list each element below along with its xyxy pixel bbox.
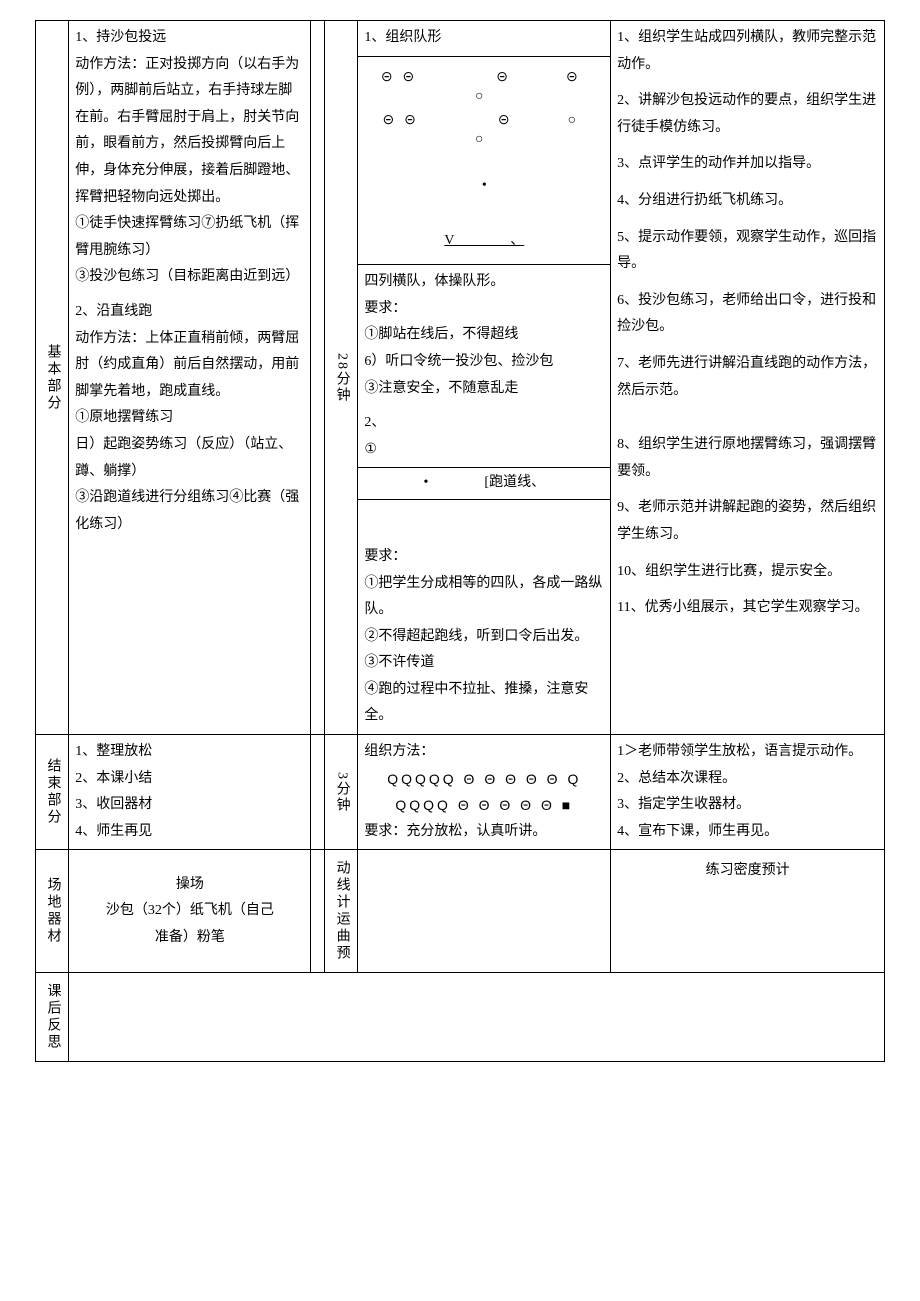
basic-section-label: 基本部分 [36,21,69,735]
right-r9: 9、老师示范并讲解起跑的姿势，然后组织学生练习。 [617,495,878,548]
end-sym1: QQQQQ Θ Θ Θ Θ Θ Q [364,766,604,793]
right-r2: 2、讲解沙包投远动作的要点，组织学生进行徒手模仿练习。 [617,88,878,141]
right-r1: 1、组织学生站成四列横队，教师完整示范动作。 [617,25,878,78]
basic-item2-sub2: 日）起跑姿势练习（反应）（站立、蹲、躺撑） [75,432,304,485]
track-label: • [跑道线、 [424,475,546,490]
req1: ①把学生分成相等的四队，各成一路纵队。 [364,571,604,624]
practice-density-label: 练习密度预计 [706,863,790,878]
right-r4: 4、分组进行扔纸飞机练习。 [617,188,878,215]
reflection-content [69,973,885,1062]
reflection-label: 课后反思 [36,973,69,1062]
middle-line5: 6）听口令统一投沙包、捡沙包 [364,349,604,376]
venue-right-label: 练习密度预计 [611,850,885,973]
lesson-plan-table: 基本部分 1、持沙包投远 动作方法：正对投掷方向（以右手为例），两脚前后站立，右… [35,20,885,1062]
basic-time: 28分钟 [325,21,358,735]
basic-item2-sub3: ③沿跑道线进行分组练习④比赛（强化练习） [75,485,304,538]
gap-cell-2 [311,735,325,850]
end-l3: 3、收回器材 [75,792,304,819]
formation-row1: ⊝⊝ ⊝ ⊝ ○ [364,67,604,106]
middle-line3: 要求： [364,296,604,323]
right-r5: 5、提示动作要领，观察学生动作，巡回指导。 [617,225,878,278]
req2: ②不得超起跑线，听到口令后出发。 [364,624,604,651]
venue-section-row: 场地器材 操场 沙包（32个）纸飞机（自己准备）粉笔 动线计运曲预 练习密度预计 [36,850,885,973]
basic-item1-sub2: ③投沙包练习（目标距离由近到远） [75,264,304,291]
end-r1: 1＞老师带领学生放松，语言提示动作。 [617,739,878,766]
middle-line4: ①脚站在线后，不得超线 [364,322,604,349]
basic-item2-method: 动作方法：上体正直稍前倾，两臂屈肘（约成直角）前后自然摆动，用前脚掌先着地，跑成… [75,326,304,406]
basic-item2-title: 2、沿直线跑 [75,299,304,326]
venue-c1: 操场 [99,872,280,899]
end-m2: 要求：充分放松，认真听讲。 [364,819,604,846]
basic-left-content: 1、持沙包投远 动作方法：正对投掷方向（以右手为例），两脚前后站立，右手持球左脚… [69,21,311,735]
formation-dot: • [364,169,604,204]
req4: ④跑的过程中不拉扯、推搡，注意安全。 [364,677,604,730]
basic-item1-method: 动作方法：正对投掷方向（以右手为例），两脚前后站立，右手持球左脚在前。右手臂屈肘… [75,52,304,212]
basic-item1-title: 1、持沙包投远 [75,25,304,52]
end-sym2: QQQQ Θ Θ Θ Θ Θ ■ [364,792,604,819]
basic-item2-sub1: ①原地摆臂练习 [75,405,304,432]
end-section-label: 结束部分 [36,735,69,850]
req3: ③不许传道 [364,650,604,677]
venue-c2: 沙包（32个）纸飞机（自己准备）粉笔 [99,898,280,951]
end-right-content: 1＞老师带领学生放松，语言提示动作。 2、总结本次课程。 3、指定学生收器材。 … [611,735,885,850]
track-line-cell: • [跑道线、 [358,468,611,500]
basic-item1-sub1: ①徒手快速挥臂练习⑦扔纸飞机（挥臂甩腕练习） [75,211,304,264]
right-r6: 6、投沙包练习，老师给出口令，进行投和捡沙包。 [617,288,878,341]
basic-right-content: 1、组织学生站成四列横队，教师完整示范动作。 2、讲解沙包投远动作的要点，组织学… [611,21,885,735]
middle-line8: ① [364,437,604,464]
right-r8: 8、组织学生进行原地摆臂练习，强调摆臂要领。 [617,432,878,485]
right-r11: 11、优秀小组展示，其它学生观察学习。 [617,595,878,622]
basic-middle-content-1: 1、组织队形 ⊝⊝ ⊝ ⊝ ○ ⊝⊝ ⊝ ○ ○ • V 、 四列横队，体操队形… [358,21,611,468]
right-r3: 3、点评学生的动作并加以指导。 [617,151,878,178]
venue-content: 操场 沙包（32个）纸飞机（自己准备）粉笔 [69,850,311,973]
req-title: 要求： [364,544,604,571]
venue-mid-label: 动线计运曲预 [325,850,358,973]
middle-line2: 四列横队，体操队形。 [364,269,604,296]
end-middle-content: 组织方法： QQQQQ Θ Θ Θ Θ Θ Q QQQQ Θ Θ Θ Θ Θ ■… [358,735,611,850]
gap-cell [311,21,325,735]
end-r4: 4、宣布下课，师生再见。 [617,819,878,846]
formation-row2: ⊝⊝ ⊝ ○ ○ [364,110,604,149]
right-r10: 10、组织学生进行比赛，提示安全。 [617,559,878,586]
end-section-row: 结束部分 1、整理放松 2、本课小结 3、收回器材 4、师生再见 3分钟 组织方… [36,735,885,850]
end-m1: 组织方法： [364,739,604,766]
end-l4: 4、师生再见 [75,819,304,846]
gap-cell-3 [311,850,325,973]
right-r7: 7、老师先进行讲解沿直线跑的动作方法，然后示范。 [617,351,878,404]
middle-line1: 1、组织队形 [364,25,604,52]
venue-label: 场地器材 [36,850,69,973]
basic-section-row: 基本部分 1、持沙包投远 动作方法：正对投掷方向（以右手为例），两脚前后站立，右… [36,21,885,468]
middle-line6: ③注意安全，不随意乱走 [364,376,604,403]
end-r2: 2、总结本次课程。 [617,766,878,793]
end-l1: 1、整理放松 [75,739,304,766]
reflection-section-row: 课后反思 [36,973,885,1062]
end-left-content: 1、整理放松 2、本课小结 3、收回器材 4、师生再见 [69,735,311,850]
middle-line7: 2、 [364,410,604,437]
formation-v: V 、 [364,224,604,259]
end-l2: 2、本课小结 [75,766,304,793]
venue-mid-empty [358,850,611,973]
end-r3: 3、指定学生收器材。 [617,792,878,819]
basic-middle-content-3: 要求： ①把学生分成相等的四队，各成一路纵队。 ②不得超起跑线，听到口令后出发。… [358,499,611,734]
end-time: 3分钟 [325,735,358,850]
